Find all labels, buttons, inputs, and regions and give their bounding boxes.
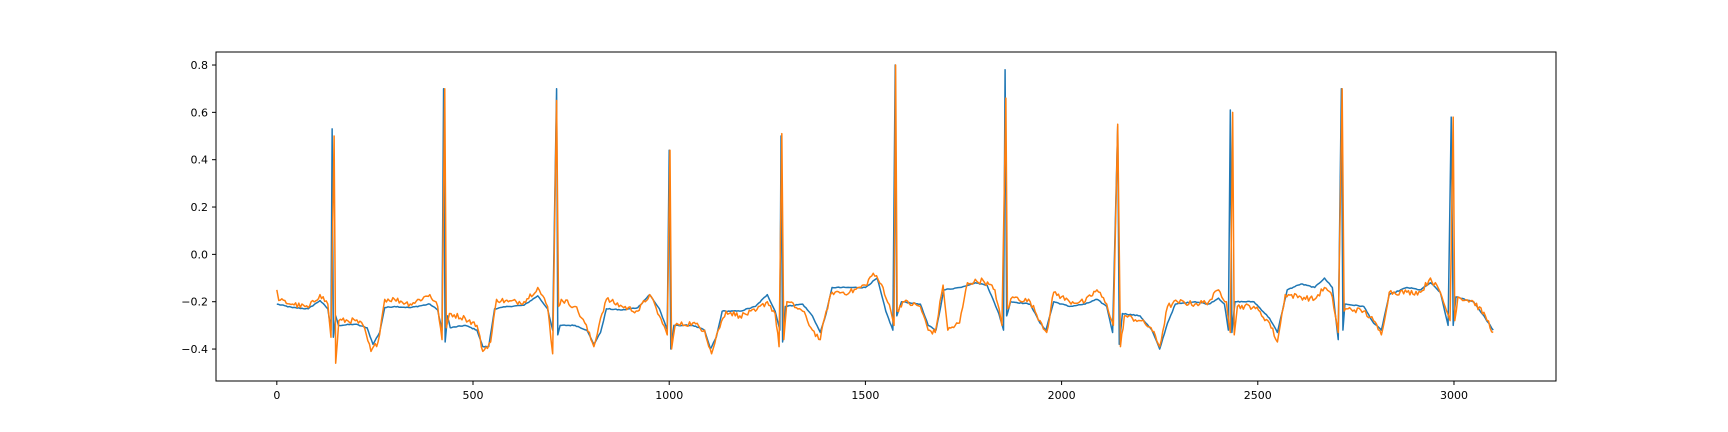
series-layer — [276, 64, 1494, 364]
x-tick-label: 3000 — [1440, 389, 1468, 402]
series-2-line — [276, 64, 1494, 364]
y-tick-label: 0.0 — [191, 248, 209, 261]
series-1-line — [276, 64, 1494, 350]
y-tick-label: 0.2 — [191, 201, 209, 214]
x-tick-label: 2500 — [1244, 389, 1272, 402]
x-tick-label: 2000 — [1048, 389, 1076, 402]
y-tick-label: 0.6 — [191, 106, 209, 119]
y-tick-label: 0.8 — [191, 59, 209, 72]
x-tick-label: 1000 — [655, 389, 683, 402]
x-tick-label: 0 — [273, 389, 280, 402]
plot-frame — [215, 51, 1557, 382]
y-tick-label: −0.4 — [181, 343, 208, 356]
y-tick-label: −0.2 — [181, 296, 208, 309]
x-tick-label: 1500 — [851, 389, 879, 402]
x-tick-label: 500 — [463, 389, 484, 402]
x-axis-ticks: 0 500 1000 1500 2000 2500 3000 — [273, 381, 1468, 402]
y-tick-label: 0.4 — [191, 154, 209, 167]
y-axis-ticks: −0.4 −0.2 0.0 0.2 0.4 0.6 0.8 — [181, 59, 216, 356]
